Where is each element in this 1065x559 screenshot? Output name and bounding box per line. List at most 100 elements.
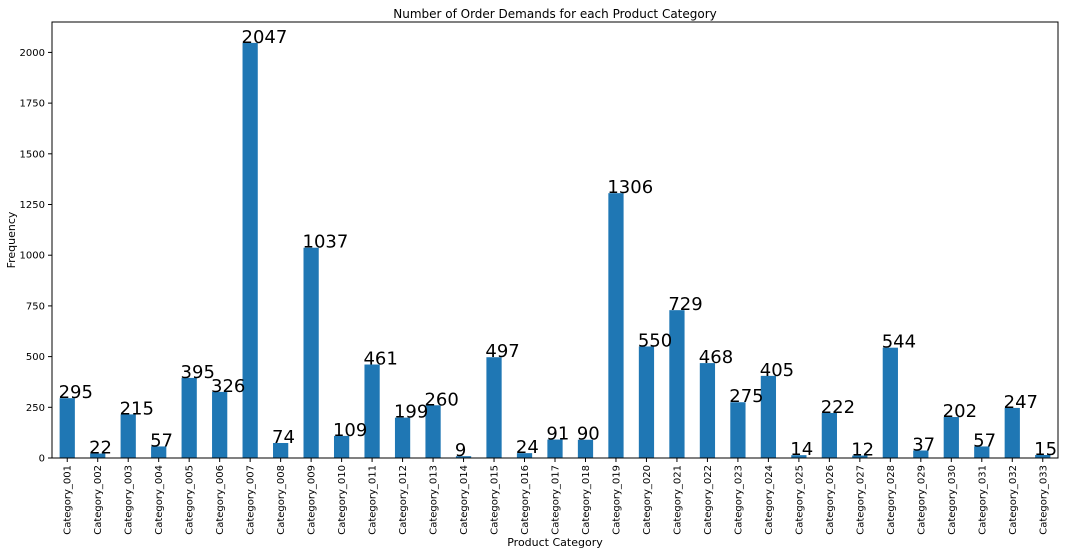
bar [1004, 407, 1020, 458]
x-tick-label: Category_004 [154, 465, 165, 535]
bar [852, 455, 868, 458]
x-tick-label: Category_020 [642, 465, 653, 535]
bar [303, 247, 319, 458]
x-tick-label: Category_025 [794, 465, 805, 535]
data-label: 1037 [303, 232, 349, 253]
data-label: 550 [638, 330, 672, 351]
x-tick-label: Category_014 [459, 465, 470, 535]
x-tick-label: Category_013 [429, 465, 440, 535]
data-label: 729 [668, 294, 702, 315]
data-label: 2047 [242, 27, 288, 48]
data-label: 14 [790, 439, 813, 460]
bar [791, 455, 807, 458]
data-label: 461 [363, 349, 397, 370]
x-tick-label: Category_024 [764, 465, 775, 535]
y-axis: 0 250 500 750 1000 1250 1500 1750 2000 [20, 48, 52, 465]
bar [547, 439, 563, 458]
bar [699, 363, 716, 458]
x-tick-label: Category_012 [398, 465, 409, 535]
data-label: 9 [455, 440, 466, 461]
y-tick-label: 0 [39, 454, 45, 465]
data-label: 497 [485, 341, 519, 362]
x-tick-label: Category_005 [185, 465, 196, 535]
x-tick-label: Category_029 [916, 465, 927, 535]
x-axis: Category_001 Category_002 Category_003 Cate… [63, 458, 1049, 535]
x-tick-label: Category_007 [246, 465, 257, 535]
data-label: 326 [211, 376, 245, 397]
x-tick-label: Category_018 [581, 465, 592, 535]
bar [821, 412, 837, 458]
y-tick-label: 250 [26, 403, 45, 414]
x-tick-label: Category_028 [886, 465, 897, 535]
x-tick-label: Category_022 [703, 465, 714, 535]
x-tick-label: Category_015 [490, 465, 501, 535]
x-tick-label: Category_016 [520, 465, 531, 535]
bar [1035, 454, 1051, 458]
x-tick-label: Category_027 [855, 465, 866, 535]
data-labels: 2952221557395326204774103710946119926094… [59, 27, 1057, 461]
y-tick-label: 1000 [20, 251, 45, 262]
data-label: 215 [120, 398, 154, 419]
data-label: 405 [760, 360, 794, 381]
y-axis-label: Frequency [5, 211, 18, 268]
bar [516, 453, 533, 458]
x-tick-label: Category_006 [215, 465, 226, 535]
bar [273, 442, 289, 458]
data-label: 199 [394, 402, 428, 423]
bar [181, 377, 197, 458]
bar [974, 446, 990, 458]
bar [333, 435, 350, 458]
x-tick-label: Category_011 [368, 465, 379, 535]
data-label: 109 [333, 420, 367, 441]
bar [151, 446, 167, 458]
data-label: 222 [821, 397, 855, 418]
x-axis-label: Product Category [507, 536, 603, 549]
bar [486, 357, 502, 458]
bar [120, 414, 136, 458]
x-tick-label: Category_026 [825, 465, 836, 535]
x-tick-label: Category_019 [611, 465, 622, 535]
bar [59, 398, 75, 458]
x-tick-label: Category_031 [977, 465, 988, 535]
data-label: 468 [699, 347, 733, 368]
bar [913, 450, 929, 458]
data-label: 260 [424, 389, 458, 410]
x-tick-label: Category_002 [93, 465, 104, 535]
y-tick-label: 2000 [20, 48, 45, 59]
bar [364, 364, 380, 458]
x-tick-label: Category_008 [276, 465, 287, 535]
y-tick-label: 1250 [20, 200, 45, 211]
x-tick-label: Category_021 [672, 465, 683, 535]
x-tick-label: Category_001 [63, 465, 74, 535]
bar [90, 453, 106, 458]
y-tick-label: 750 [26, 301, 45, 312]
bar [425, 405, 441, 458]
bar [730, 402, 746, 458]
bars [59, 42, 1051, 459]
data-label: 247 [1004, 392, 1038, 413]
data-label: 74 [272, 427, 295, 448]
y-tick-label: 500 [26, 352, 45, 363]
bar [669, 310, 685, 458]
x-tick-label: Category_032 [1008, 465, 1019, 535]
data-label: 91 [546, 424, 569, 445]
data-label: 295 [59, 382, 93, 403]
bar [943, 417, 959, 458]
y-tick-label: 1500 [20, 149, 45, 160]
data-label: 12 [851, 440, 874, 461]
x-tick-label: Category_003 [124, 465, 135, 535]
bar [608, 193, 624, 459]
x-tick-label: Category_033 [1038, 465, 1049, 535]
data-label: 395 [181, 362, 215, 383]
bar [638, 346, 655, 458]
bar [242, 42, 258, 458]
x-tick-label: Category_017 [551, 465, 562, 535]
data-label: 544 [882, 332, 916, 353]
data-label: 22 [89, 438, 112, 459]
bar [212, 391, 228, 458]
data-label: 275 [729, 386, 763, 407]
y-tick-label: 1750 [20, 99, 45, 110]
bar [882, 347, 898, 458]
plot-frame [51, 21, 1059, 459]
